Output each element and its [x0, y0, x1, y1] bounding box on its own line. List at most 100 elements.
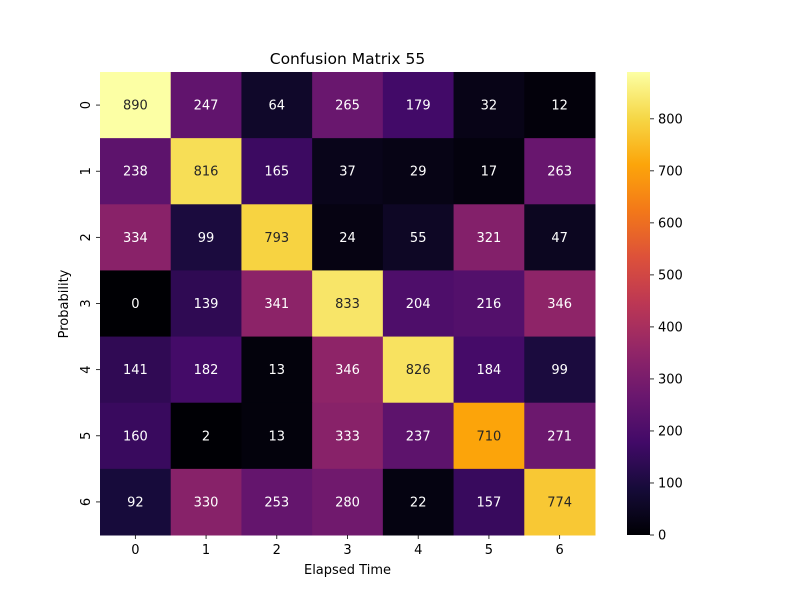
cell-value-label-3-6: 346 — [547, 297, 572, 312]
cell-value-label-6-0: 92 — [127, 495, 144, 510]
heatmap-cell-1-0 — [100, 138, 172, 205]
x-tick-label-0: 0 — [131, 543, 139, 558]
y-tick-label-6: 6 — [79, 498, 94, 506]
heatmap-cell-5-4 — [382, 402, 455, 470]
cell-value-label-5-1: 2 — [202, 429, 210, 444]
cell-value-label-1-3: 37 — [339, 165, 356, 180]
heatmap-cell-5-1 — [170, 402, 242, 470]
x-axis-ticks: 0 1 2 3 4 5 6 — [131, 535, 564, 558]
heatmap-cell-0-0 — [100, 72, 172, 139]
cell-value-label-0-1: 247 — [194, 99, 219, 114]
cell-value-label-6-3: 280 — [335, 495, 360, 510]
heatmap-cell-5-2 — [241, 402, 313, 470]
colorbar-tick-label-2: 200 — [658, 424, 683, 439]
y-axis-ticks: 0 1 2 3 4 5 6 — [79, 101, 100, 506]
cell-value-label-5-5: 710 — [477, 429, 502, 444]
heatmap-cell-4-0 — [100, 336, 172, 404]
heatmap-cell-3-4 — [382, 270, 455, 338]
x-tick-label-1: 1 — [202, 543, 210, 558]
heatmap-cell-4-5 — [453, 336, 525, 404]
cell-value-label-4-4: 826 — [406, 363, 431, 378]
x-tick-label-3: 3 — [343, 543, 351, 558]
x-tick-label-4: 4 — [414, 543, 422, 558]
cell-value-label-4-5: 184 — [477, 363, 502, 378]
cell-value-label-1-2: 165 — [264, 165, 289, 180]
cell-value-label-2-1: 99 — [198, 231, 215, 246]
heatmap-cell-0-2 — [241, 72, 313, 139]
x-tick-label-5: 5 — [485, 543, 493, 558]
cell-value-label-4-2: 13 — [269, 363, 286, 378]
heatmap-cell-6-0 — [100, 468, 172, 536]
heatmap-cell-6-1 — [170, 468, 242, 536]
colorbar-tick-label-5: 500 — [658, 268, 683, 283]
cell-value-label-3-0: 0 — [131, 297, 139, 312]
cell-value-label-2-5: 321 — [477, 231, 502, 246]
heatmap-cell-6-3 — [312, 468, 384, 536]
y-tick-label-3: 3 — [79, 299, 94, 307]
cell-value-label-1-6: 263 — [547, 165, 572, 180]
cell-value-label-5-4: 237 — [406, 429, 431, 444]
heatmap-cell-2-1 — [170, 204, 242, 271]
cell-value-label-1-4: 29 — [410, 165, 427, 180]
heatmap-cell-5-6 — [524, 402, 596, 470]
y-tick-label-1: 1 — [79, 167, 94, 175]
heatmap-cell-2-2 — [241, 204, 313, 271]
heatmap-cell-2-0 — [100, 204, 172, 271]
cell-value-label-2-3: 24 — [339, 231, 356, 246]
cell-value-label-3-3: 833 — [335, 297, 360, 312]
cell-value-label-3-5: 216 — [477, 297, 502, 312]
heatmap-cell-6-5 — [453, 468, 525, 536]
heatmap-cell-3-2 — [241, 270, 313, 338]
colorbar-tick-label-4: 400 — [658, 320, 683, 335]
colorbar-tick-label-6: 600 — [658, 216, 683, 231]
y-axis-label: Probability — [57, 269, 72, 338]
heatmap-cell-1-6 — [524, 138, 596, 205]
cell-value-label-6-4: 22 — [410, 495, 427, 510]
cell-value-label-0-3: 265 — [335, 99, 360, 114]
y-tick-label-2: 2 — [79, 233, 94, 241]
cell-value-label-5-3: 333 — [335, 429, 360, 444]
heatmap-cell-1-2 — [241, 138, 313, 205]
heatmap-cell-6-6 — [524, 468, 596, 536]
heatmap-cell-1-5 — [453, 138, 525, 205]
cell-value-label-2-0: 334 — [123, 231, 148, 246]
chart-title: Confusion Matrix 55 — [270, 50, 425, 68]
cell-value-label-1-5: 17 — [481, 165, 498, 180]
colorbar-tick-label-8: 800 — [658, 112, 683, 127]
cell-value-label-0-6: 12 — [551, 99, 568, 114]
colorbar — [627, 72, 650, 535]
cell-value-label-0-4: 179 — [406, 99, 431, 114]
heatmap-cell-5-5 — [453, 402, 525, 470]
cell-value-label-2-6: 47 — [551, 231, 568, 246]
y-tick-label-5: 5 — [79, 432, 94, 440]
y-tick-label-4: 4 — [79, 366, 94, 374]
colorbar-tick-label-7: 700 — [658, 164, 683, 179]
heatmap-cell-0-5 — [453, 72, 525, 139]
heatmap-cell-3-5 — [453, 270, 525, 338]
cell-value-label-1-0: 238 — [123, 165, 148, 180]
heatmap-cell-0-6 — [524, 72, 596, 139]
heatmap-cell-0-4 — [382, 72, 455, 139]
cell-value-label-3-4: 204 — [406, 297, 431, 312]
cell-value-label-6-2: 253 — [264, 495, 289, 510]
cell-value-label-5-0: 160 — [123, 429, 148, 444]
heatmap-cell-4-3 — [312, 336, 384, 404]
cell-value-label-4-3: 346 — [335, 363, 360, 378]
cell-value-label-5-2: 13 — [269, 429, 286, 444]
cell-value-label-2-4: 55 — [410, 231, 427, 246]
cell-value-label-6-5: 157 — [477, 495, 502, 510]
cell-value-label-6-1: 330 — [194, 495, 219, 510]
x-tick-label-6: 6 — [556, 543, 564, 558]
colorbar-tick-label-1: 100 — [658, 476, 683, 491]
heatmap-cell-6-2 — [241, 468, 313, 536]
heatmap-cell-3-1 — [170, 270, 242, 338]
cell-value-label-6-6: 774 — [547, 495, 572, 510]
cell-value-label-4-1: 182 — [194, 363, 219, 378]
heatmap-cell-1-3 — [312, 138, 384, 205]
colorbar-tick-label-3: 300 — [658, 372, 683, 387]
colorbar-ticks: 0 100 200 300 400 500 600 700 800 — [650, 112, 683, 544]
heatmap-cell-1-4 — [382, 138, 455, 205]
heatmap-cell-4-2 — [241, 336, 313, 404]
cell-value-label-0-5: 32 — [481, 99, 498, 114]
heatmap-cell-2-3 — [312, 204, 384, 271]
